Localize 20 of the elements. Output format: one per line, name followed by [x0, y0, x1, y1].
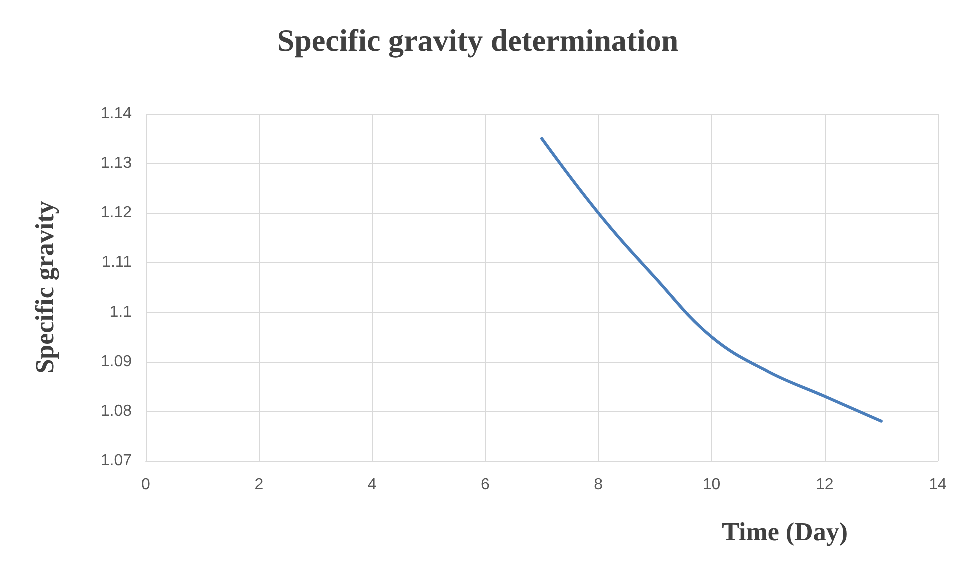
- y-tick-label: 1.1: [110, 304, 132, 321]
- x-tick-label: 2: [254, 476, 264, 494]
- y-tick-label: 1.07: [100, 452, 132, 470]
- y-tick-label: 1.13: [100, 155, 132, 172]
- chart-title: Specific gravity determination: [277, 23, 679, 58]
- x-tick-label: 8: [594, 476, 604, 494]
- y-tick-label: 1.08: [100, 402, 132, 420]
- x-tick-label: 4: [368, 476, 377, 494]
- y-axis-title: Specific gravity: [30, 201, 60, 374]
- x-tick-label: 6: [480, 476, 490, 494]
- y-tick-label: 1.14: [100, 106, 132, 122]
- y-tick-label: 1.12: [100, 204, 132, 222]
- line-series: [540, 137, 883, 423]
- y-tick-label: 1.11: [102, 254, 132, 272]
- x-tick-label: 10: [702, 476, 721, 494]
- x-tick-label: 12: [816, 476, 834, 494]
- y-tick-label: 1.09: [100, 353, 132, 370]
- x-tick-label: 0: [142, 476, 151, 494]
- x-axis-title: Time (Day): [722, 518, 848, 546]
- x-tick-label: 14: [929, 476, 947, 494]
